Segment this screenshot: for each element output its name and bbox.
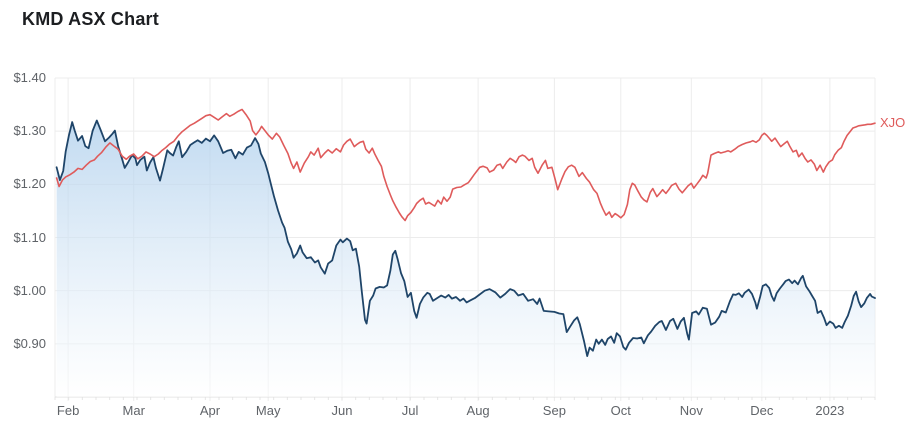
y-axis-tick-label: $1.10: [13, 229, 46, 245]
x-axis-tick-label: Dec: [750, 403, 774, 418]
x-axis-tick-label: 2023: [815, 403, 845, 418]
x-axis-tick-label: Apr: [199, 403, 221, 418]
page-title: KMD ASX Chart: [22, 9, 159, 29]
x-axis-tick-label: Feb: [56, 403, 80, 418]
y-axis-tick-label: $1.20: [13, 176, 46, 192]
x-axis-tick-label: Oct: [610, 403, 631, 418]
x-axis-tick-label: Jul: [401, 403, 419, 418]
kmd-price-line[interactable]: [55, 119, 876, 357]
x-axis-tick-label: Mar: [122, 403, 145, 418]
y-axis-tick-label: $1.40: [13, 70, 46, 85]
y-axis-tick-label: $1.00: [13, 282, 46, 298]
y-axis-tick-label: $0.90: [13, 335, 46, 351]
x-axis-tick-label: May: [255, 403, 281, 418]
x-axis-tick-label: Nov: [679, 403, 703, 418]
xjo-price-line[interactable]: [55, 108, 876, 222]
kmd-area-fill: [56, 120, 876, 397]
y-axis-tick-label: $1.30: [13, 123, 46, 139]
xjo-series-label: XJO: [880, 115, 906, 131]
x-axis-tick-label: Aug: [466, 403, 490, 418]
x-axis-tick-label: Jun: [331, 403, 353, 418]
x-axis-tick-label: Sep: [542, 403, 566, 418]
